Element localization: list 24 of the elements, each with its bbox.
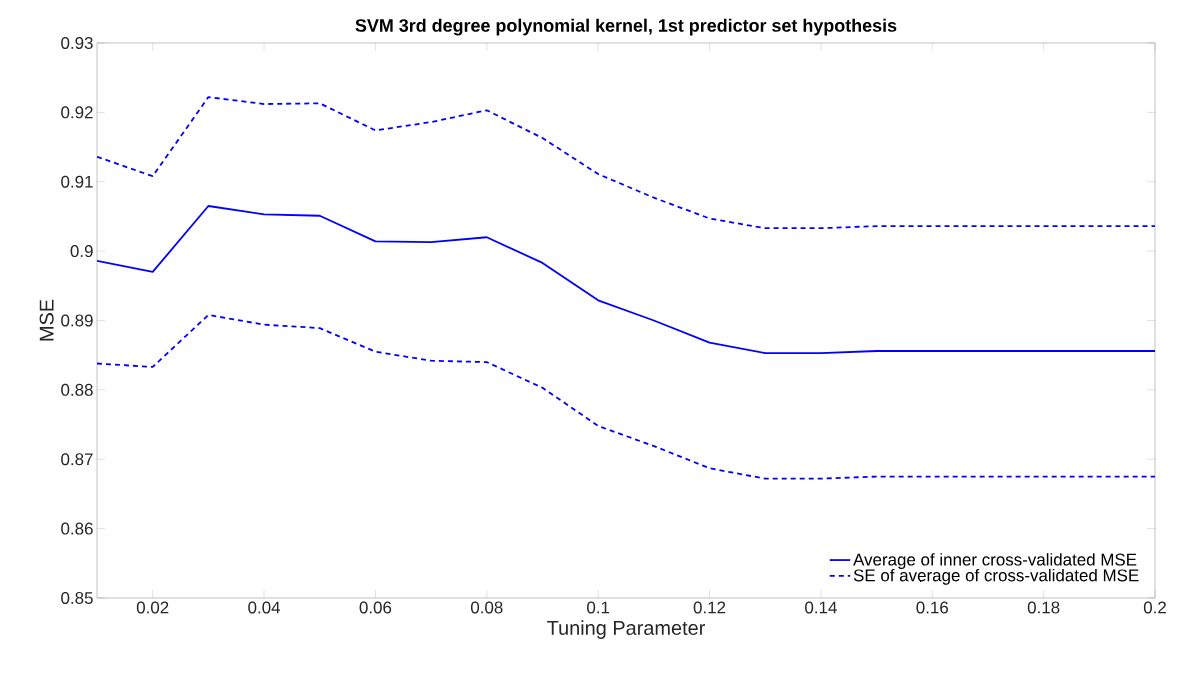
y-tick-label: 0.87: [61, 453, 93, 466]
y-tick-label: 0.85: [61, 591, 93, 604]
x-tick-label: 0.08: [470, 601, 503, 614]
y-tick-label: 0.89: [61, 314, 93, 327]
x-tick-label: 0.2: [1143, 601, 1166, 614]
y-tick-label: 0.93: [61, 36, 93, 49]
y-tick-label: 0.91: [61, 175, 93, 188]
y-tick-label: 0.92: [61, 106, 93, 119]
legend-label: SE of average of cross-validated MSE: [853, 568, 1139, 585]
x-tick-label: 0.02: [136, 601, 169, 614]
y-tick-label: 0.9: [70, 245, 93, 258]
x-tick-label: 0.1: [587, 601, 610, 614]
y-axis-title: MSE: [39, 299, 54, 341]
y-tick-label: 0.86: [61, 522, 93, 535]
x-axis-title: Tuning Parameter: [547, 620, 706, 639]
x-tick-label: 0.04: [248, 601, 281, 614]
legend-label: Average of inner cross-validated MSE: [853, 553, 1137, 569]
x-tick-label: 0.14: [805, 601, 837, 614]
x-tick-label: 0.16: [916, 601, 949, 614]
y-tick-label: 0.88: [61, 383, 93, 396]
x-tick-label: 0.06: [359, 601, 392, 614]
chart-title: SVM 3rd degree polynomial kernel, 1st predictor set hypothesis: [355, 18, 897, 36]
x-tick-label: 0.18: [1027, 601, 1060, 614]
x-tick-label: 0.12: [693, 601, 726, 614]
